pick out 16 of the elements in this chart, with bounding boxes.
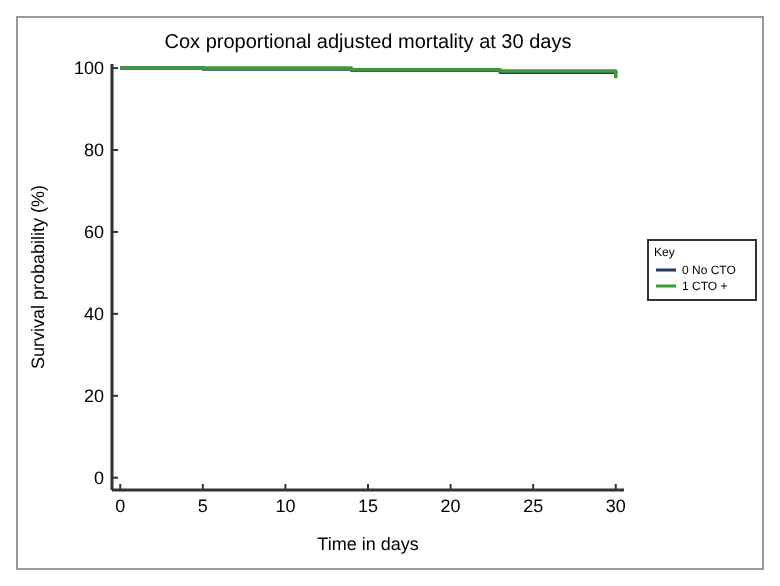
x-tick-label: 20 — [440, 496, 461, 516]
x-tick-label: 5 — [197, 496, 208, 516]
x-axis-title: Time in days — [317, 534, 420, 554]
y-tick-label: 40 — [83, 304, 104, 325]
y-tick-label: 20 — [83, 386, 104, 407]
y-tick-label: 60 — [83, 222, 104, 243]
y-tick-label: 80 — [83, 140, 104, 161]
y-tick-label: 100 — [73, 58, 104, 79]
x-tick-label: 0 — [115, 496, 126, 516]
y-tick-label: 0 — [93, 468, 104, 489]
x-tick-label: 15 — [357, 496, 379, 516]
y-axis-title: Survival probability (%) — [28, 184, 48, 370]
x-tick-label: 30 — [605, 496, 626, 516]
x-tick-label: 25 — [523, 496, 544, 516]
x-tick-label: 10 — [275, 496, 296, 516]
chart-title: Cox proportional adjusted mortality at 30 days — [164, 32, 572, 54]
